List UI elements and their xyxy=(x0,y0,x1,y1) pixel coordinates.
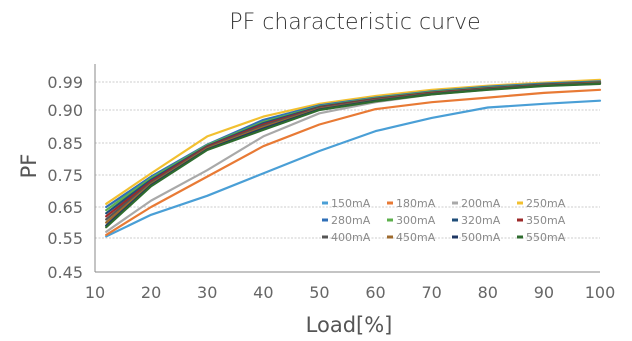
legend-label: 450mA xyxy=(396,231,436,244)
legend-label: 300mA xyxy=(396,214,436,227)
y-tick-label: 0.65 xyxy=(47,198,83,217)
x-tick-label: 100 xyxy=(585,283,616,302)
y-axis-title: PF xyxy=(17,154,41,179)
legend-label: 180mA xyxy=(396,197,436,210)
x-tick-label: 50 xyxy=(309,283,329,302)
y-tick-label: 0.85 xyxy=(47,134,83,153)
series-line-150mA xyxy=(105,99,602,238)
legend-label: 150mA xyxy=(331,197,371,210)
x-tick-label: 20 xyxy=(141,283,161,302)
x-tick-label: 40 xyxy=(253,283,273,302)
legend: 150mA 180mA 200mA 250mA 280mA 300mA 320mA 350mA… xyxy=(322,197,566,244)
x-tick-label: 60 xyxy=(365,283,385,302)
legend-label: 550mA xyxy=(526,231,566,244)
legend-label: 280mA xyxy=(331,214,371,227)
legend-label: 500mA xyxy=(461,231,501,244)
legend-label: 400mA xyxy=(331,231,371,244)
x-tick-label: 70 xyxy=(421,283,441,302)
legend-label: 250mA xyxy=(526,197,566,210)
series-line-280mA xyxy=(105,80,602,209)
y-tick-label: 0.45 xyxy=(47,263,83,282)
series-line-550mA xyxy=(105,82,602,229)
axes-layer xyxy=(94,64,600,273)
y-tick-label: 0.99 xyxy=(47,73,83,92)
x-tick-labels: 10 20 30 40 50 60 70 80 90 100 xyxy=(85,283,615,302)
legend-label: 350mA xyxy=(526,214,566,227)
x-tick-label: 30 xyxy=(197,283,217,302)
grid-layer xyxy=(95,81,600,239)
legend-label: 320mA xyxy=(461,214,501,227)
x-axis-title: Load[%] xyxy=(306,313,393,337)
y-tick-label: 0.75 xyxy=(47,166,83,185)
x-tick-label: 10 xyxy=(85,283,105,302)
x-tick-label: 90 xyxy=(534,283,554,302)
legend-label: 200mA xyxy=(461,197,501,210)
y-tick-label: 0.90 xyxy=(47,101,83,120)
series-lines xyxy=(105,78,602,238)
y-tick-label: 0.55 xyxy=(47,229,83,248)
chart-title: PF characteristic curve xyxy=(229,10,480,35)
series-line-180mA xyxy=(105,88,602,236)
y-tick-labels: 0.45 0.55 0.65 0.75 0.85 0.90 0.99 xyxy=(47,73,83,282)
x-tick-label: 80 xyxy=(478,283,498,302)
